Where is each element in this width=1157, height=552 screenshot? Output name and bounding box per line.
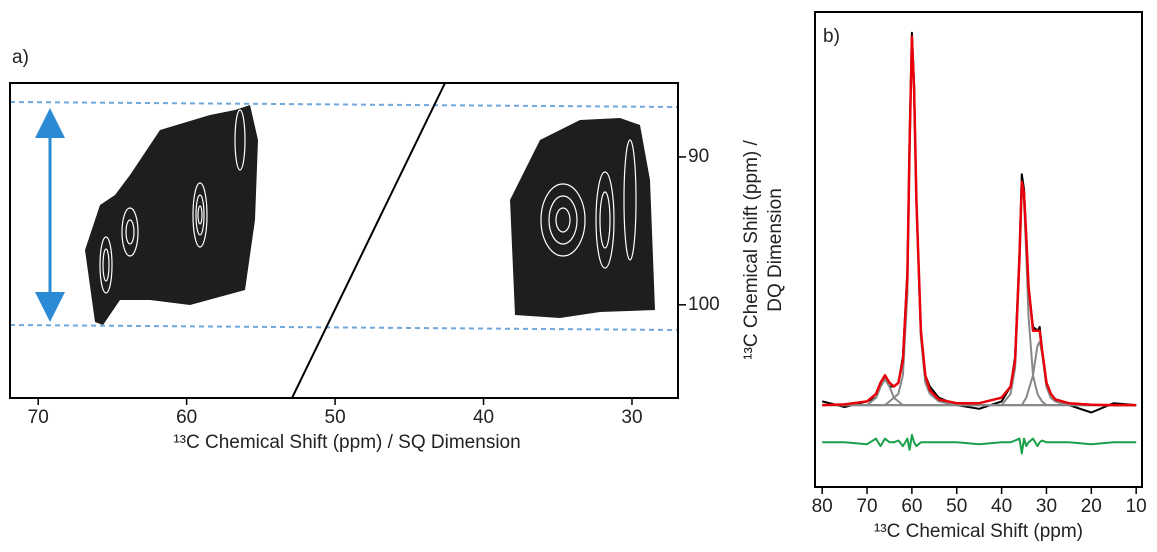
spectrum-line [822,433,1137,455]
spectrum-line [822,35,1137,407]
x-tick-label: 70 [28,407,49,428]
plot-frame [814,11,1143,488]
x-tick-label: 30 [621,407,642,428]
x-tick-label: 10 [1126,496,1147,517]
plot-frame [9,82,679,399]
spectrum-line [821,31,1137,414]
arrow-head [35,108,65,138]
spectrum-line [822,188,1137,407]
y-axis-label: ¹³C Chemical Shift (ppm) / [741,139,762,359]
diagonal [291,82,446,399]
contour-region [510,118,655,318]
x-tick-label: 20 [1081,496,1102,517]
arrow-head [35,292,65,322]
y-tick-label: 90 [688,146,709,167]
x-tick-label: 30 [1036,496,1057,517]
x-tick-label: 40 [991,496,1012,517]
guide-line [9,101,679,108]
y-tick-label: 100 [688,294,720,315]
contour-region [85,105,258,325]
x-tick-label: 70 [856,496,877,517]
x-tick-label: 60 [176,407,197,428]
spectrum-line [822,340,1137,407]
x-axis-label: ¹³C Chemical Shift (ppm) / SQ Dimension [173,432,520,453]
guide-line [9,324,679,331]
x-axis-label: ¹³C Chemical Shift (ppm) [874,521,1083,542]
x-tick-label: 80 [812,496,833,517]
y-axis-label: DQ Dimension [765,188,786,312]
contour-lines [99,109,637,294]
x-tick-label: 50 [325,407,346,428]
contour-plot [9,82,679,399]
x-tick-label: 50 [946,496,967,517]
spectrum-line [822,35,1137,407]
x-tick-label: 60 [901,496,922,517]
panel-label: a) [12,47,29,68]
x-tick-label: 40 [473,407,494,428]
panel-label: b) [823,26,840,47]
